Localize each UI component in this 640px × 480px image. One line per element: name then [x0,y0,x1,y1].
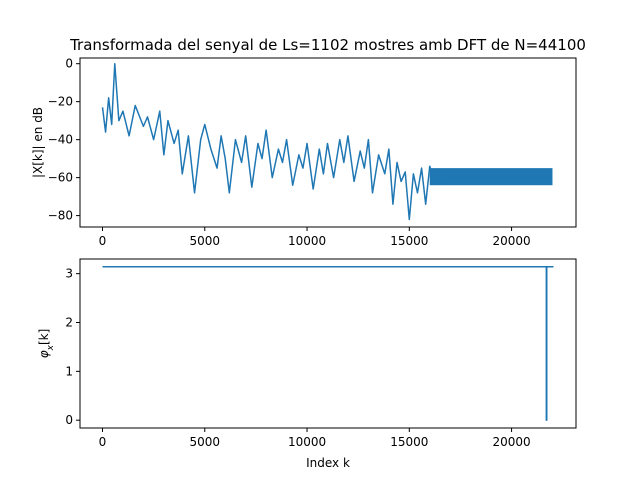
top-xtick-label-1: 5000 [189,234,220,248]
phase-y-ticks: 0 1 2 3 [65,267,80,427]
top-xtick-label-2: 10000 [288,234,326,248]
bottom-ytick-label-2: 2 [65,315,73,329]
bottom-xtick-label-3: 15000 [390,435,428,449]
bottom-xtick-label-1: 5000 [189,435,220,449]
top-ylabel: |X[k]| en dB [31,107,45,178]
top-ytick-label-2: −40 [48,133,73,147]
top-ytick-label-4: −80 [48,209,73,223]
top-chart-title: Transformada del senyal de Ls=1102 mostr… [69,36,586,54]
top-xtick-label-0: 0 [99,234,107,248]
bottom-ytick-label-3: 3 [65,267,73,281]
bottom-xlabel: Index k [306,456,350,470]
bottom-xtick-label-4: 20000 [492,435,530,449]
bottom-ylabel: φx[k] [37,329,56,359]
bottom-xtick-label-2: 10000 [288,435,326,449]
bottom-ytick-label-0: 0 [65,413,73,427]
phase-series [102,265,554,421]
phase-plot: 0 5000 10000 15000 20000 0 1 2 3 [65,258,577,449]
magnitude-y-ticks: 0 −20 −40 −60 −80 [48,57,80,223]
top-dense-band [429,168,553,186]
top-ytick-label-3: −60 [48,171,73,185]
magnitude-x-ticks: 0 5000 10000 15000 20000 [99,227,531,248]
top-xtick-label-4: 20000 [492,234,530,248]
magnitude-series [101,62,553,221]
bottom-xtick-label-0: 0 [99,435,107,449]
bottom-series-line-0 [102,265,554,421]
top-series-line-0 [101,62,553,221]
top-xtick-label-3: 15000 [390,234,428,248]
phase-plot-frame [79,258,577,429]
top-ytick-label-1: −20 [48,95,73,109]
top-ytick-label-0: 0 [65,57,73,71]
magnitude-plot: 0 5000 10000 15000 20000 0 −20 −40 −60 −80 [48,57,577,248]
phase-x-ticks: 0 5000 10000 15000 20000 [99,428,531,449]
magnitude-plot-frame [79,57,577,228]
bottom-ytick-label-1: 1 [65,364,73,378]
